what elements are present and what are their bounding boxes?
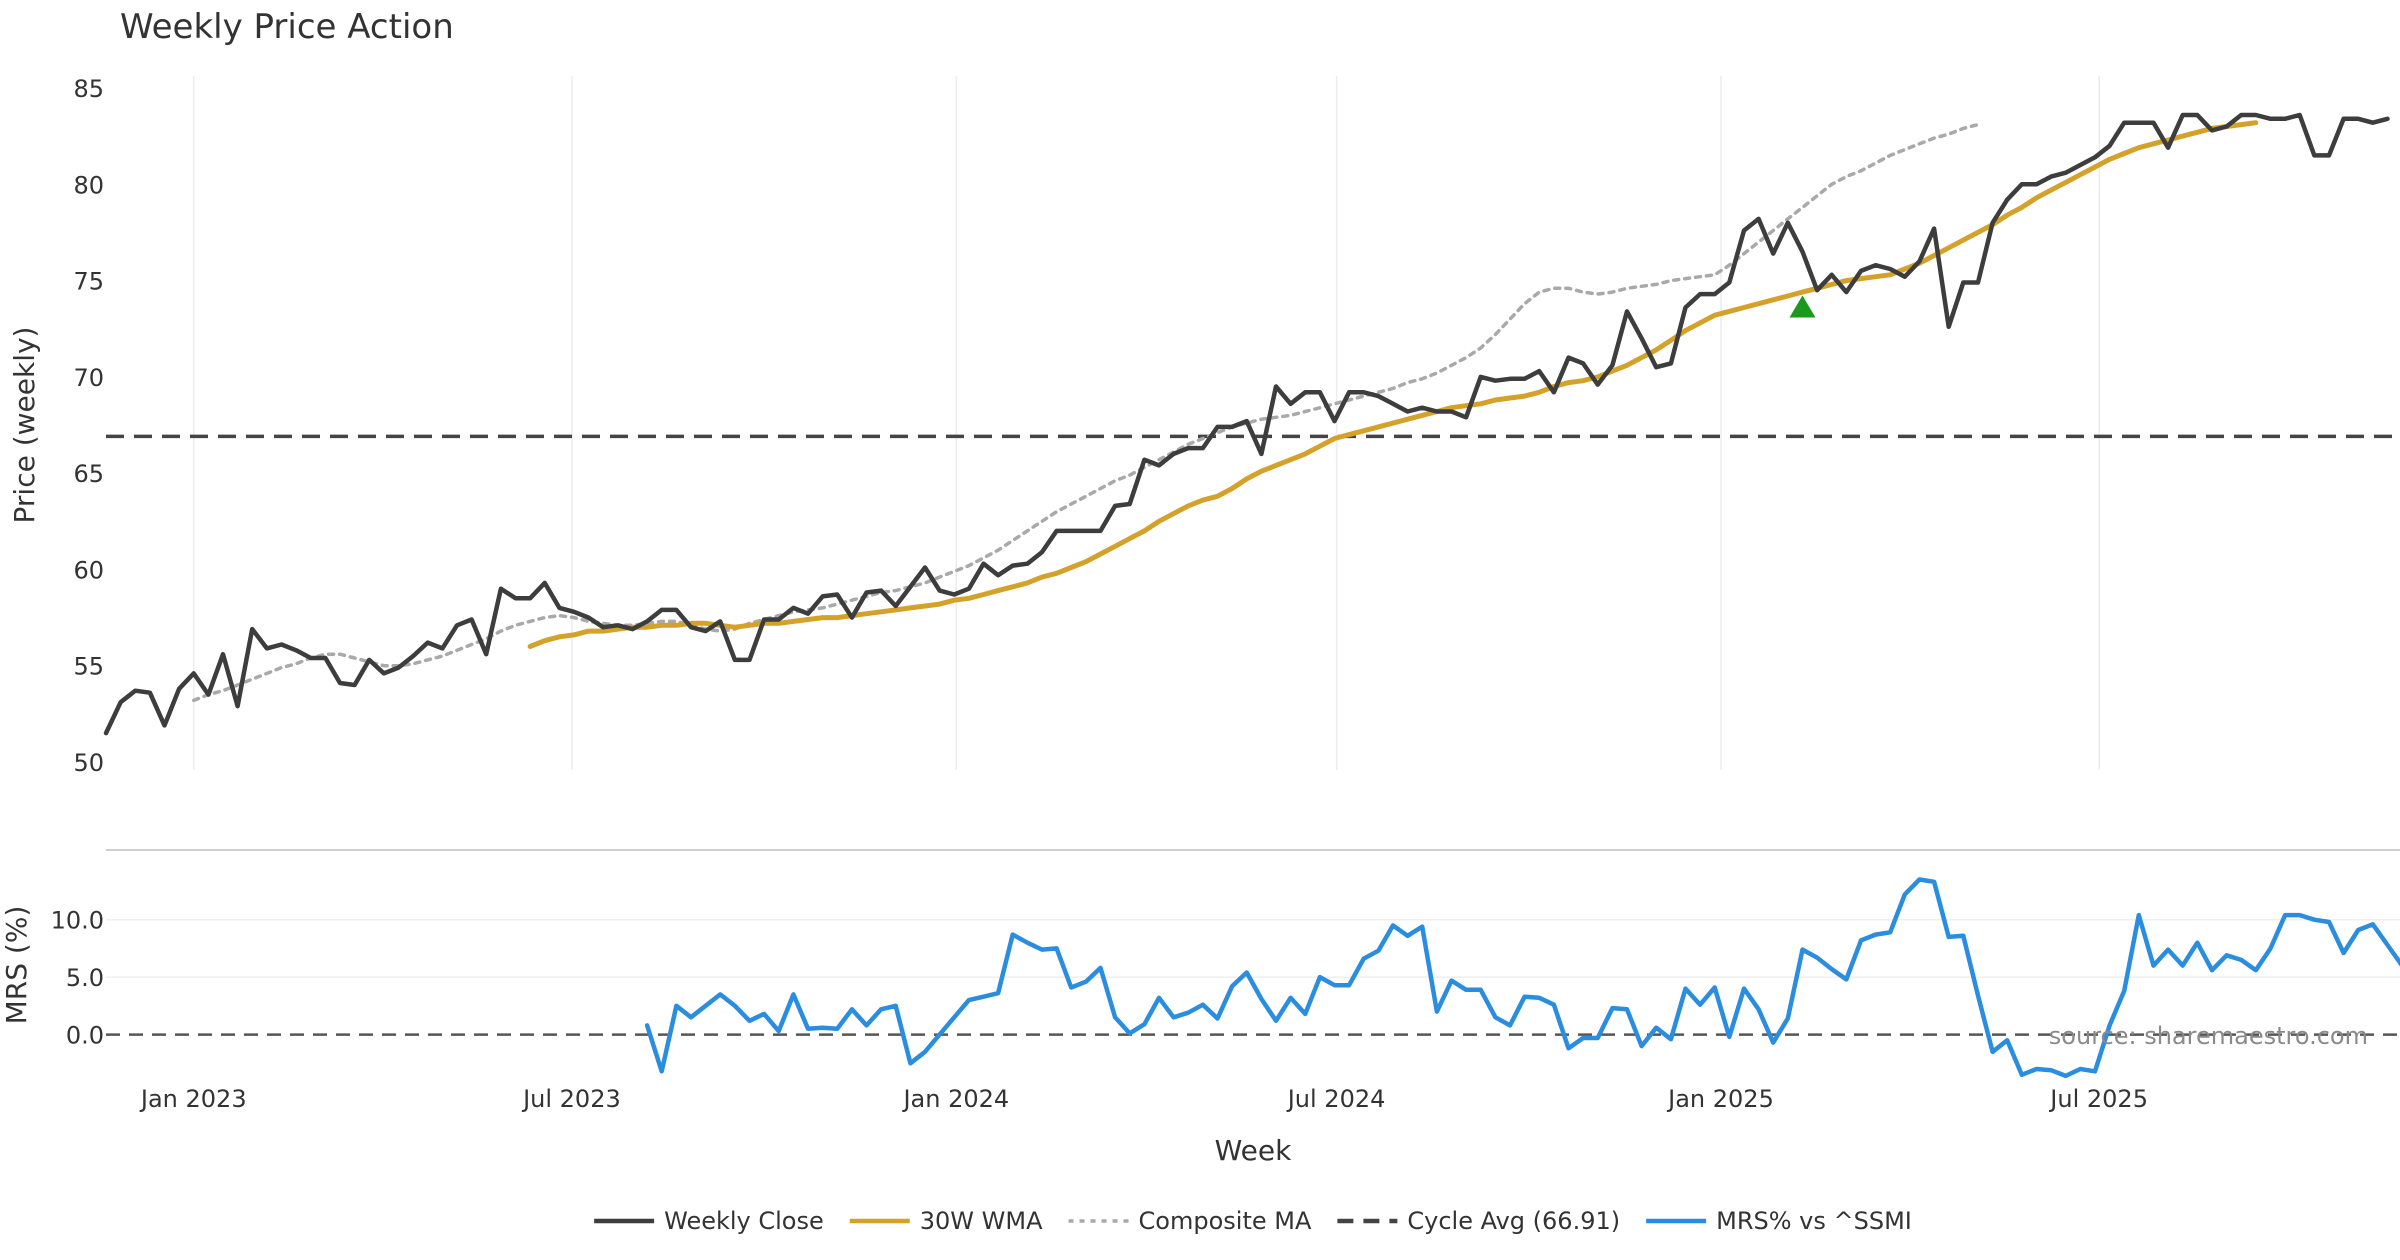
x-tick-label: Jan 2024 bbox=[901, 1085, 1009, 1113]
mrs-line bbox=[644, 877, 2400, 1079]
price-y-tick-label: 75 bbox=[73, 268, 104, 296]
price-y-axis-title: Price (weekly) bbox=[8, 327, 41, 524]
legend-label: 30W WMA bbox=[920, 1207, 1043, 1235]
marker-layer bbox=[1789, 295, 1816, 318]
legend: Weekly Close 30W WMA Composite MA Cycle Avg… bbox=[594, 1207, 1912, 1235]
legend-item-wma: 30W WMA bbox=[849, 1207, 1043, 1235]
price-y-tick-label: 55 bbox=[73, 653, 104, 681]
price-y-tick-label: 50 bbox=[73, 749, 104, 777]
legend-item-cycle: Cycle Avg (66.91) bbox=[1337, 1207, 1620, 1235]
x-tick-label: Jan 2023 bbox=[139, 1085, 247, 1113]
price-y-tick-labels: 50 55 60 65 70 75 80 85 bbox=[73, 75, 104, 777]
legend-label: Composite MA bbox=[1139, 1207, 1312, 1235]
x-tick-labels: Jan 2023 Jul 2023 Jan 2024 Jul 2024 Jan 2025… bbox=[139, 1085, 2148, 1113]
chart-title: Weekly Price Action bbox=[120, 7, 454, 47]
x-tick-label: Jan 2025 bbox=[1666, 1085, 1774, 1113]
series-layer bbox=[103, 112, 2400, 1079]
mrs-y-tick-label: 10.0 bbox=[51, 907, 104, 935]
price-y-tick-label: 60 bbox=[73, 556, 104, 584]
mrs-y-tick-label: 0.0 bbox=[66, 1022, 104, 1050]
legend-label: Weekly Close bbox=[664, 1207, 824, 1235]
x-tick-label: Jul 2023 bbox=[521, 1085, 621, 1113]
legend-label: Cycle Avg (66.91) bbox=[1407, 1207, 1620, 1235]
x-tick-label: Jul 2024 bbox=[1286, 1085, 1386, 1113]
price-gridlines bbox=[192, 76, 2100, 770]
source-note: source: sharemaestro.com bbox=[2049, 1022, 2368, 1050]
legend-item-composite: Composite MA bbox=[1068, 1207, 1312, 1235]
price-y-tick-label: 85 bbox=[73, 75, 104, 103]
legend-item-close: Weekly Close bbox=[594, 1207, 824, 1235]
composite-ma-line bbox=[191, 122, 1980, 703]
buy-signal-marker bbox=[1789, 295, 1816, 318]
mrs-y-tick-labels: 0.0 5.0 10.0 bbox=[51, 907, 104, 1050]
mrs-y-axis-title: MRS (%) bbox=[0, 906, 33, 1025]
wma-30w-line bbox=[527, 120, 2259, 649]
x-axis-title: Week bbox=[1215, 1134, 1292, 1167]
x-tick-label: Jul 2025 bbox=[2048, 1085, 2148, 1113]
legend-label: MRS% vs ^SSMI bbox=[1716, 1207, 1912, 1235]
price-y-tick-label: 80 bbox=[73, 171, 104, 199]
weekly-close-line bbox=[103, 112, 2390, 736]
price-y-tick-label: 70 bbox=[73, 364, 104, 392]
legend-item-mrs: MRS% vs ^SSMI bbox=[1646, 1207, 1912, 1235]
price-y-tick-label: 65 bbox=[73, 460, 104, 488]
mrs-y-tick-label: 5.0 bbox=[66, 964, 104, 992]
mrs-gridlines bbox=[106, 918, 2400, 978]
